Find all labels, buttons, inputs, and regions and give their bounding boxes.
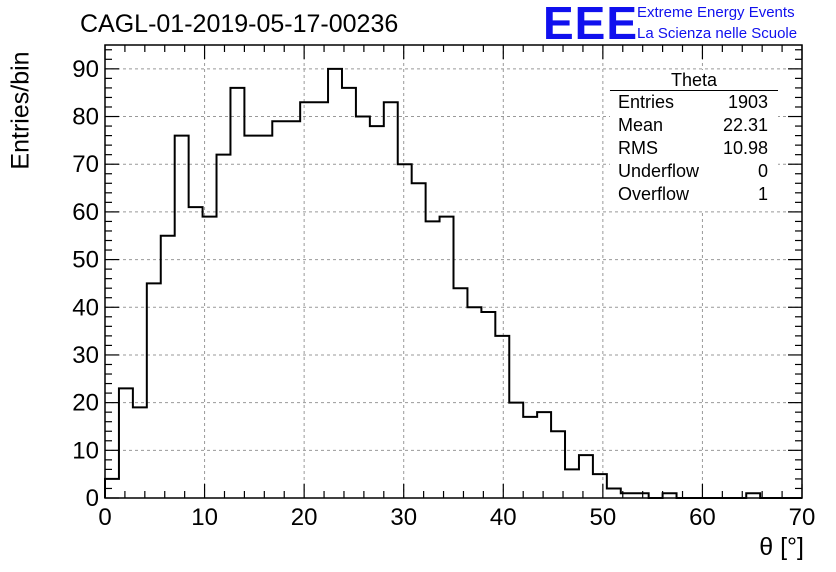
- stat-row-underflow: Underflow 0: [610, 160, 778, 183]
- stat-row-entries: Entries 1903: [610, 91, 778, 114]
- x-tick-label: 30: [390, 504, 417, 531]
- stat-value: 22.31: [722, 115, 768, 135]
- stat-label: Underflow: [618, 161, 700, 181]
- y-tick-label: 20: [72, 390, 99, 417]
- stat-label: Mean: [618, 115, 664, 135]
- logo-line-1: Extreme Energy Events: [637, 4, 795, 21]
- y-tick-label: 70: [72, 151, 99, 178]
- logo-line-2: La Scienza nelle Scuole: [637, 25, 798, 42]
- x-axis-label: θ [°]: [759, 533, 804, 561]
- stat-value: 1: [757, 184, 768, 204]
- axis-ticks: [104, 45, 803, 499]
- stat-row-mean: Mean 22.31: [610, 114, 778, 137]
- x-tick-label: 20: [291, 504, 318, 531]
- y-axis-label: Entries/bin: [6, 51, 35, 170]
- stat-value: 0: [757, 161, 768, 181]
- eee-logo: EEE: [543, 0, 639, 49]
- x-tick-label: 60: [689, 504, 716, 531]
- stats-box: Theta Entries 1903 Mean 22.31 RMS 10.98 …: [610, 70, 778, 210]
- y-tick-label: 30: [72, 342, 99, 369]
- plot-frame: [104, 44, 803, 499]
- y-tick-label: 0: [86, 485, 99, 512]
- y-tick-label: 50: [72, 247, 99, 274]
- x-tick-label: 10: [191, 504, 218, 531]
- y-tick-label: 80: [72, 104, 99, 131]
- stats-title: Theta: [610, 70, 778, 91]
- stat-row-overflow: Overflow 1: [610, 183, 778, 206]
- stat-label: RMS: [618, 138, 658, 158]
- y-tick-label: 10: [72, 437, 99, 464]
- stat-label: Overflow: [618, 184, 690, 204]
- x-tick-label: 70: [789, 504, 816, 531]
- stat-value: 1903: [727, 92, 768, 112]
- x-tick-label: 40: [490, 504, 517, 531]
- x-tick-label: 0: [98, 504, 111, 531]
- x-tick-label: 50: [590, 504, 617, 531]
- y-tick-label: 90: [72, 56, 99, 83]
- plot-title: CAGL-01-2019-05-17-00236: [80, 10, 399, 38]
- stat-row-rms: RMS 10.98: [610, 137, 778, 160]
- y-tick-label: 60: [72, 199, 99, 226]
- stat-label: Entries: [618, 92, 675, 112]
- stat-value: 10.98: [722, 138, 768, 158]
- y-tick-label: 40: [72, 294, 99, 321]
